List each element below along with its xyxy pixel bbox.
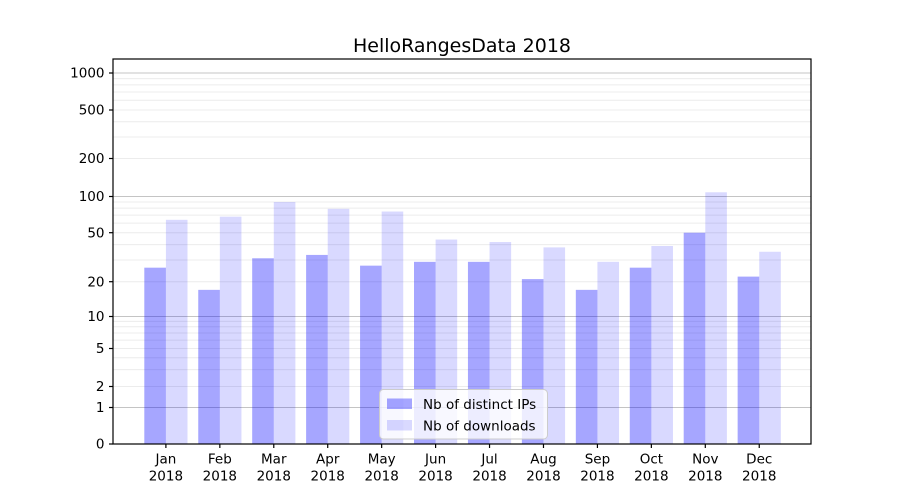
bar-nb-of-downloads-sep (597, 261, 620, 444)
y-tick-label: 20 (87, 274, 104, 290)
x-tick-label-oct: Oct 2018 (634, 452, 668, 485)
bar-nb-of-downloads-mar (273, 202, 296, 444)
x-axis: Jan 2018 Feb 2018 Mar 2018 Apr 2018 May 2018 Jun 20… (149, 444, 776, 485)
y-tick-label: 100 (79, 189, 105, 205)
bar-nb-of-distinct-ips-nov (683, 232, 706, 444)
bar-nb-of-downloads-apr (327, 208, 350, 444)
chart-title: HelloRangesData 2018 (353, 35, 571, 57)
y-tick-label: 1 (96, 400, 105, 416)
y-tick-label: 200 (79, 151, 105, 167)
bar-nb-of-distinct-ips-sep (575, 289, 598, 444)
legend-label-downloads: Nb of downloads (423, 419, 536, 435)
y-tick-label: 50 (87, 225, 104, 241)
y-tick-label: 5 (96, 341, 105, 357)
y-tick-label: 0 (96, 437, 105, 453)
y-axis: 0 1 2 5 10 20 50 100 200 500 1000 (70, 66, 113, 453)
x-tick-label-mar: Mar 2018 (257, 452, 291, 485)
bar-nb-of-downloads-aug (543, 247, 566, 444)
x-tick-label-apr: Apr 2018 (311, 452, 345, 485)
x-tick-label-feb: Feb 2018 (203, 452, 237, 485)
x-tick-label-dec: Dec 2018 (742, 452, 776, 485)
y-tick-label: 10 (87, 309, 104, 325)
bar-nb-of-distinct-ips-jan (144, 267, 166, 444)
bars (144, 192, 781, 444)
y-tick-label: 500 (79, 103, 105, 119)
legend-swatch-distinct-ips (387, 398, 412, 409)
y-tick-label: 1000 (70, 66, 104, 82)
bar-nb-of-distinct-ips-mar (252, 258, 274, 444)
legend-swatch-downloads (387, 420, 412, 431)
bar-nb-of-distinct-ips-may (360, 265, 382, 444)
x-tick-label-sep: Sep 2018 (580, 452, 614, 485)
y-tick-label: 2 (96, 379, 105, 395)
legend-label-distinct-ips: Nb of distinct IPs (423, 397, 536, 413)
legend-box (379, 389, 548, 440)
x-tick-label-nov: Nov 2018 (688, 452, 722, 485)
x-tick-label-may: May 2018 (364, 452, 398, 485)
bar-nb-of-downloads-feb (219, 216, 242, 444)
bar-nb-of-distinct-ips-oct (629, 267, 652, 444)
x-tick-label-aug: Aug 2018 (526, 452, 560, 485)
bar-nb-of-downloads-oct (651, 245, 673, 444)
x-tick-label-jun: Jun 2018 (418, 452, 452, 485)
x-tick-label-jan: Jan 2018 (149, 452, 183, 485)
bar-nb-of-downloads-may (381, 211, 404, 444)
bar-nb-of-downloads-dec (759, 251, 781, 444)
bar-nb-of-distinct-ips-apr (306, 254, 328, 444)
minor-gridlines (113, 78, 811, 387)
plot-frame (112, 58, 812, 445)
bar-nb-of-downloads-nov (705, 192, 727, 444)
bar-nb-of-distinct-ips-dec (737, 276, 760, 444)
legend: Nb of distinct IPs Nb of downloads (379, 389, 548, 440)
bar-nb-of-downloads-jan (165, 219, 188, 444)
bar-nb-of-distinct-ips-feb (198, 289, 220, 444)
x-tick-label-jul: Jul 2018 (472, 452, 506, 485)
